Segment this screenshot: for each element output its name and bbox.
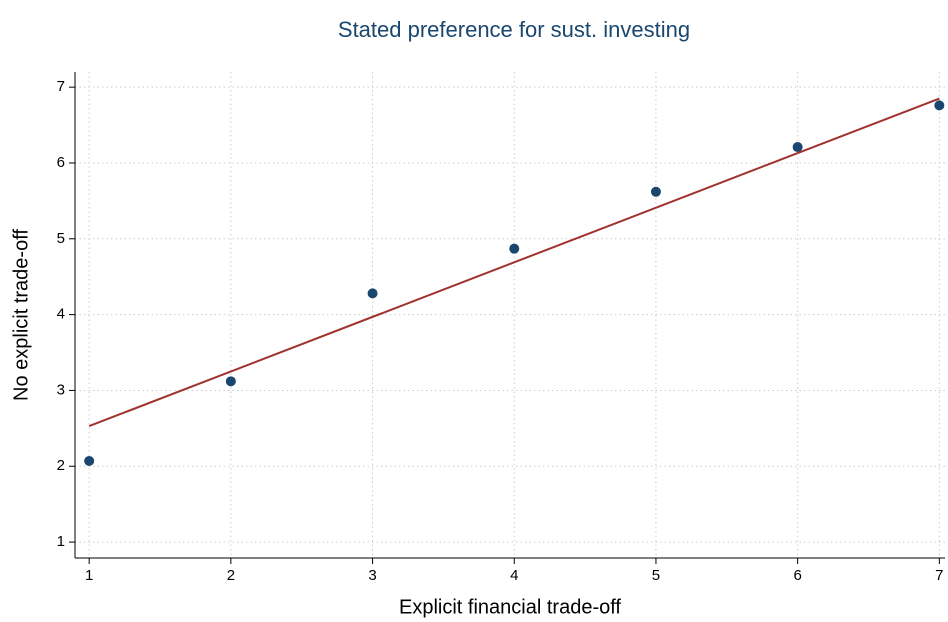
fit-line: [88, 97, 940, 428]
y-tick-label: 1: [57, 533, 65, 550]
y-tick-label: 6: [57, 154, 65, 171]
scatter-point: [650, 186, 661, 197]
chart-title: Stated preference for sust. investing: [338, 17, 690, 42]
y-tick-label: 2: [57, 457, 65, 474]
scatter-point: [84, 455, 95, 466]
scatter-point: [367, 288, 378, 299]
x-tick-label: 3: [368, 567, 376, 584]
scatter-point: [934, 100, 945, 111]
y-tick-label: 4: [57, 306, 65, 323]
x-tick-label: 6: [793, 567, 801, 584]
x-tick-label: 4: [510, 567, 518, 584]
x-tick-label: 2: [227, 567, 235, 584]
x-axis-label: Explicit financial trade-off: [399, 596, 621, 618]
x-tick-label: 1: [85, 567, 93, 584]
scatter-point: [792, 142, 803, 153]
x-tick-label: 7: [935, 567, 943, 584]
y-axis-label: No explicit trade-off: [10, 229, 32, 401]
scatter-point: [225, 376, 236, 387]
y-tick-label: 5: [57, 230, 65, 247]
x-tick-label: 5: [652, 567, 660, 584]
scatter-point: [509, 243, 520, 254]
y-tick-label: 3: [57, 381, 65, 398]
y-tick-label: 7: [57, 78, 65, 95]
